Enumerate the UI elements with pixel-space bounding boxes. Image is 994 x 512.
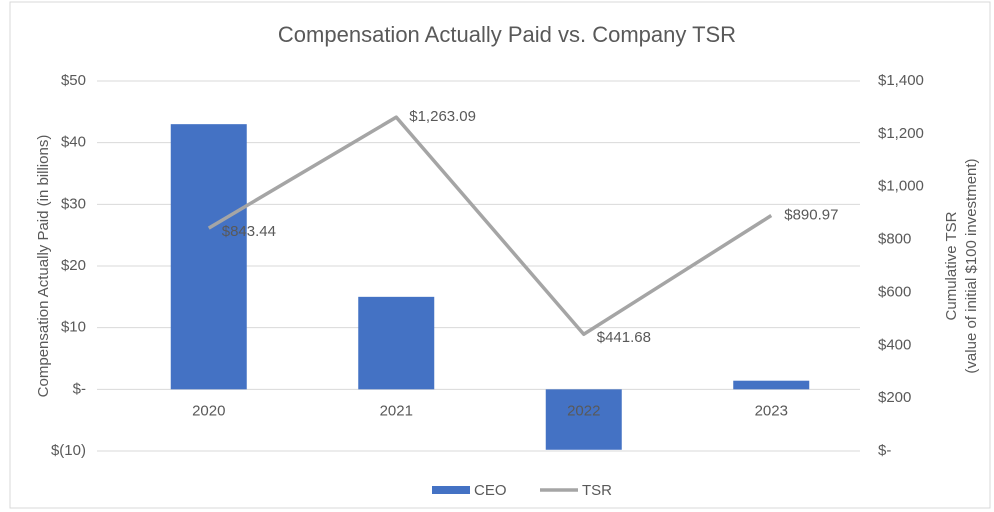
y2-tick-label: $1,000 [878, 178, 924, 195]
legend-label: TSR [582, 482, 612, 499]
y2-axis-label: (value of initial $100 investment) [963, 158, 980, 373]
y2-tick-label: $200 [878, 389, 911, 406]
bar [545, 389, 622, 450]
y-tick-label: $40 [61, 134, 86, 151]
y-tick-label: $50 [61, 72, 86, 89]
bar [733, 380, 810, 390]
data-label: $441.68 [597, 329, 651, 346]
legend-swatch [432, 486, 470, 494]
data-label: $890.97 [784, 206, 838, 223]
y-tick-label: $- [73, 380, 86, 397]
y-tick-label: $30 [61, 195, 86, 212]
y2-tick-label: $- [878, 442, 891, 459]
x-tick-label: 2021 [380, 402, 413, 419]
bar [170, 124, 247, 390]
x-tick-label: 2022 [567, 402, 600, 419]
x-tick-label: 2023 [755, 402, 788, 419]
y2-tick-label: $600 [878, 283, 911, 300]
bar [358, 296, 435, 390]
legend-label: CEO [474, 482, 507, 499]
y-tick-label: $20 [61, 257, 86, 274]
chart-border [9, 1, 991, 509]
x-tick-label: 2020 [192, 402, 225, 419]
y2-tick-label: $800 [878, 231, 911, 248]
y-tick-label: $(10) [51, 442, 86, 459]
y-tick-label: $10 [61, 319, 86, 336]
y2-tick-label: $1,200 [878, 125, 924, 142]
y2-tick-label: $400 [878, 336, 911, 353]
data-label: $843.44 [222, 223, 276, 240]
line [207, 115, 773, 337]
y-axis-label: Compensation Actually Paid (in billions) [35, 135, 52, 398]
y2-tick-label: $1,400 [878, 72, 924, 89]
data-label: $1,263.09 [409, 108, 476, 125]
chart-title: Compensation Actually Paid vs. Company T… [278, 22, 736, 47]
y2-axis-label: Cumulative TSR [943, 211, 960, 320]
